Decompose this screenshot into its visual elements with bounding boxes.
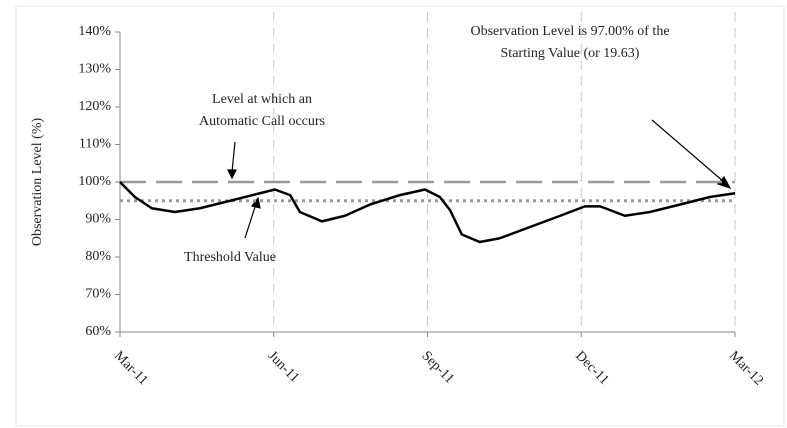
annotation: Starting Value (or 19.63)	[501, 46, 640, 61]
annotation: Level at which an	[212, 92, 312, 107]
y-tick-label: 140%	[78, 24, 111, 39]
x-tick-label: Mar-11	[111, 348, 151, 388]
arrow-head	[227, 169, 237, 180]
annotation: Observation Level is 97.00% of the	[470, 24, 669, 39]
y-tick-label: 60%	[85, 324, 111, 339]
y-tick-label: 100%	[78, 174, 111, 189]
annotation: Automatic Call occurs	[199, 114, 325, 129]
annotation: Threshold Value	[184, 250, 276, 265]
y-axis-label: Observation Level (%)	[30, 118, 45, 247]
x-tick-label: Mar-12	[726, 348, 766, 388]
y-tick-label: 90%	[85, 212, 111, 227]
y-tick-label: 120%	[78, 99, 111, 114]
arrow	[651, 119, 725, 183]
x-tick-label: Sep-11	[418, 348, 456, 386]
y-tick-label: 70%	[85, 287, 111, 302]
series-line	[119, 181, 736, 244]
y-tick-label: 80%	[85, 249, 111, 264]
arrow	[231, 141, 236, 173]
arrow	[244, 203, 257, 239]
frame	[15, 5, 785, 427]
y-tick-label: 130%	[78, 62, 111, 77]
y-tick-label: 110%	[79, 137, 111, 152]
arrow-head	[716, 175, 732, 190]
arrows	[227, 119, 732, 239]
x-tick-label: Jun-11	[265, 348, 302, 385]
x-tick-label: Dec-11	[572, 348, 611, 387]
